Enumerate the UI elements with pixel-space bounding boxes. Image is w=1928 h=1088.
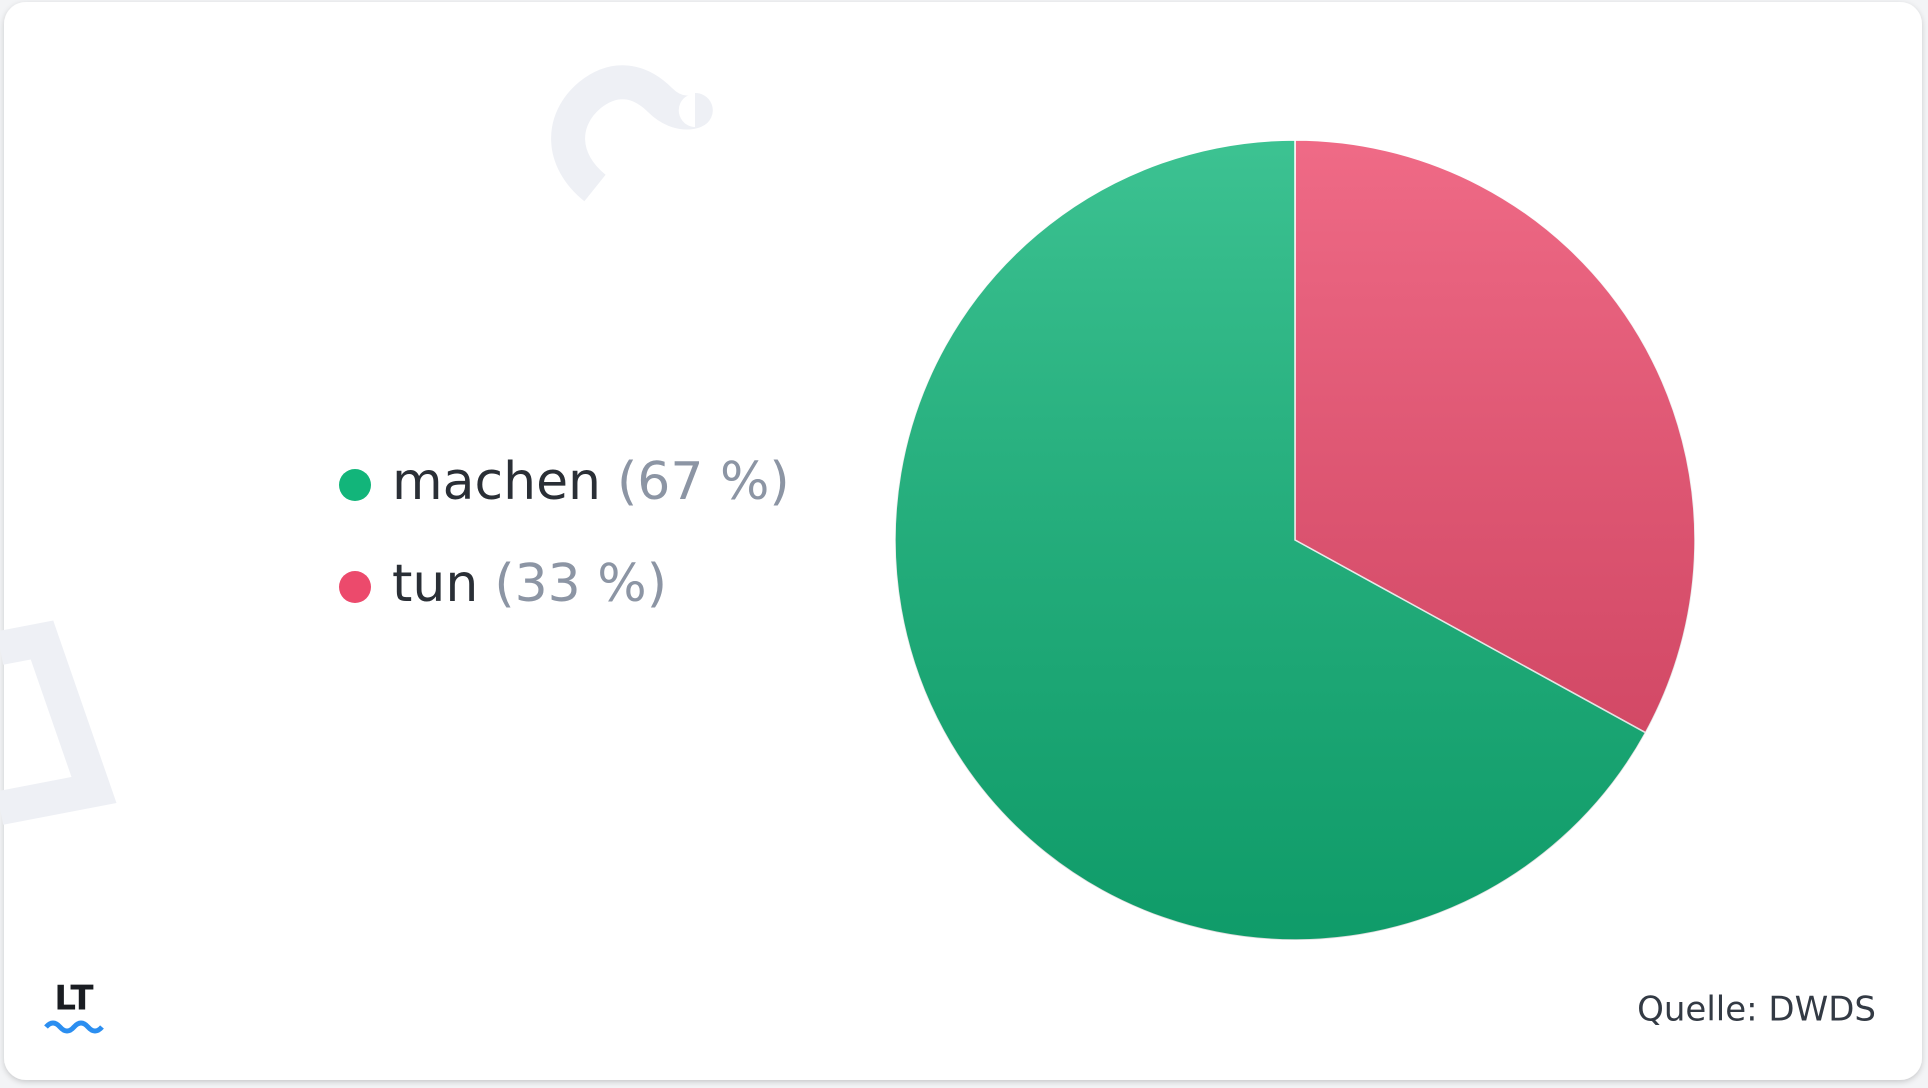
legend-category: machen	[392, 452, 601, 512]
legend: machen (67 %) tun (33 %)	[339, 452, 790, 614]
legend-label: machen (67 %)	[392, 452, 790, 512]
logo-wave	[44, 1020, 104, 1034]
legend-label: tun (33 %)	[392, 554, 667, 614]
legend-category: tun	[392, 554, 478, 614]
source: Quelle: DWDS	[1637, 990, 1876, 1030]
logo: LT	[54, 979, 94, 1019]
legend-marker	[339, 571, 371, 603]
legend-marker	[339, 469, 371, 501]
legend-value: (33 %)	[494, 554, 667, 614]
legend-value: (67 %)	[617, 452, 790, 512]
pie	[894, 139, 1696, 941]
